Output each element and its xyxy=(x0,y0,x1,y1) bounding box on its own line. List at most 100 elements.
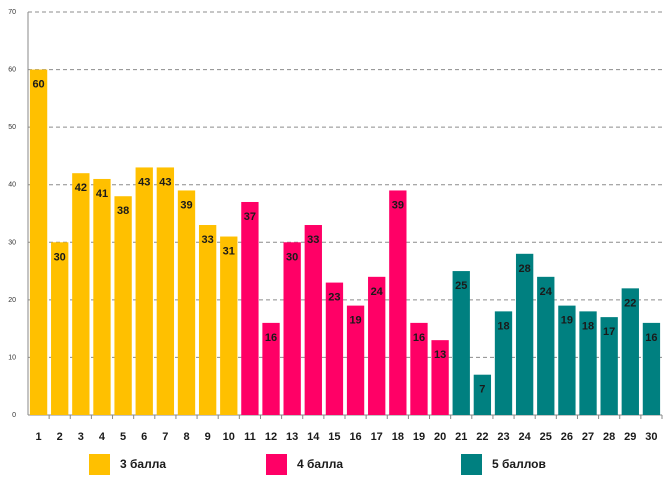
bar-29 xyxy=(621,288,639,415)
y-tick-label: 70 xyxy=(8,9,16,16)
bar-value-label: 43 xyxy=(138,176,150,188)
x-tick-label: 11 xyxy=(244,431,256,443)
x-tick-label: 18 xyxy=(392,431,404,443)
legend-swatch-3-points xyxy=(89,453,110,475)
legend-item-4-points: 4 балла xyxy=(266,452,343,476)
bar-value-label: 24 xyxy=(371,286,384,298)
bar-28 xyxy=(600,317,618,415)
bar-26 xyxy=(558,305,576,415)
bar-25 xyxy=(537,276,555,415)
bar-value-label: 22 xyxy=(624,297,636,309)
bar-8 xyxy=(177,190,196,415)
bar-value-label: 38 xyxy=(117,205,129,217)
x-tick-label: 16 xyxy=(349,431,361,443)
legend-swatch-5-points xyxy=(461,453,482,475)
x-tick-label: 14 xyxy=(307,431,320,443)
bar-value-label: 13 xyxy=(434,349,446,361)
x-tick-label: 13 xyxy=(286,431,298,443)
bar-value-label: 33 xyxy=(202,234,214,246)
bar-30 xyxy=(642,322,661,415)
bar-20 xyxy=(431,340,449,415)
x-tick-label: 26 xyxy=(561,431,573,443)
x-tick-label: 5 xyxy=(120,431,126,443)
bar-value-label: 31 xyxy=(223,246,235,258)
x-tick-label: 25 xyxy=(540,431,552,443)
bar-value-label: 28 xyxy=(519,263,531,275)
legend-label-4-points: 4 балла xyxy=(297,457,344,471)
bar-value-label: 39 xyxy=(392,199,404,211)
bar-value-label: 30 xyxy=(286,251,298,263)
bar-2 xyxy=(51,242,69,415)
bar-13 xyxy=(283,242,301,415)
bar-value-label: 16 xyxy=(265,332,277,344)
x-tick-label: 1 xyxy=(36,431,42,443)
x-tick-label: 4 xyxy=(99,431,106,443)
bar-value-label: 19 xyxy=(561,315,573,327)
x-tick-label: 9 xyxy=(205,431,211,443)
x-tick-label: 12 xyxy=(265,431,277,443)
x-tick-label: 8 xyxy=(183,431,189,443)
legend-swatch-4-points xyxy=(266,453,287,475)
x-tick-label: 24 xyxy=(519,431,532,443)
bar-value-label: 43 xyxy=(159,176,171,188)
bar-value-label: 60 xyxy=(32,79,44,91)
x-tick-label: 28 xyxy=(603,431,615,443)
legend-item-3-points: 3 балла xyxy=(89,452,166,476)
bar-3 xyxy=(72,173,90,415)
bar-value-label: 41 xyxy=(96,188,108,200)
y-tick-label: 50 xyxy=(8,124,16,131)
bar-11 xyxy=(241,201,259,415)
y-tick-label: 10 xyxy=(8,354,16,361)
bar-value-label: 16 xyxy=(413,332,425,344)
bar-value-label: 37 xyxy=(244,211,256,223)
bar-value-label: 18 xyxy=(497,320,509,332)
x-tick-label: 7 xyxy=(162,431,168,443)
bar-19 xyxy=(410,322,428,415)
bar-23 xyxy=(494,311,513,415)
x-tick-label: 20 xyxy=(434,431,446,443)
bar-value-label: 16 xyxy=(645,332,657,344)
bar-value-label: 23 xyxy=(328,292,340,304)
y-tick-label: 40 xyxy=(8,182,16,189)
bar-value-label: 7 xyxy=(479,384,485,396)
bar-18 xyxy=(389,190,407,415)
bar-6 xyxy=(135,167,153,415)
bar-value-label: 30 xyxy=(54,251,66,263)
bar-value-label: 25 xyxy=(455,280,467,292)
bar-4 xyxy=(93,178,111,415)
bar-5 xyxy=(114,196,132,415)
bar-value-label: 24 xyxy=(540,286,553,298)
legend-label-5-points: 5 баллов xyxy=(492,457,546,471)
legend-label-3-points: 3 балла xyxy=(120,457,167,471)
y-tick-label: 20 xyxy=(8,297,16,304)
bar-7 xyxy=(156,167,175,415)
y-tick-label: 0 xyxy=(12,412,16,419)
bar-14 xyxy=(304,225,322,415)
bar-15 xyxy=(325,282,344,415)
x-tick-label: 6 xyxy=(141,431,147,443)
x-tick-label: 22 xyxy=(476,431,488,443)
bar-10 xyxy=(220,236,238,415)
bar-value-label: 19 xyxy=(349,315,361,327)
bar-17 xyxy=(368,276,386,415)
x-tick-label: 17 xyxy=(371,431,383,443)
x-tick-label: 10 xyxy=(223,431,235,443)
bar-value-label: 39 xyxy=(180,199,192,211)
x-tick-label: 27 xyxy=(582,431,594,443)
bar-value-label: 33 xyxy=(307,234,319,246)
y-tick-label: 30 xyxy=(8,239,16,246)
x-tick-label: 19 xyxy=(413,431,425,443)
x-tick-label: 15 xyxy=(328,431,340,443)
bar-16 xyxy=(346,305,365,415)
x-tick-label: 29 xyxy=(624,431,636,443)
bar-9 xyxy=(198,225,217,415)
bar-27 xyxy=(579,311,597,415)
bar-24 xyxy=(515,253,534,415)
x-tick-label: 2 xyxy=(57,431,63,443)
bar-1 xyxy=(29,69,48,416)
x-tick-label: 23 xyxy=(497,431,509,443)
x-tick-label: 3 xyxy=(78,431,84,443)
x-tick-label: 30 xyxy=(645,431,657,443)
bar-12 xyxy=(262,322,280,415)
